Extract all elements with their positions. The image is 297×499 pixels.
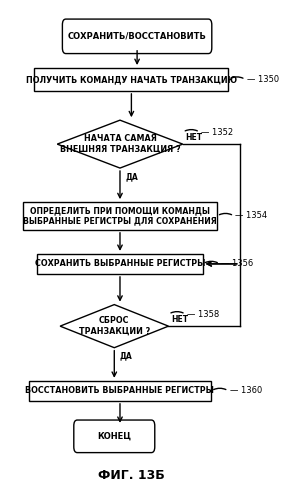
Text: — 1356: — 1356	[221, 259, 253, 268]
Bar	[37, 254, 203, 274]
Polygon shape	[60, 304, 168, 348]
FancyBboxPatch shape	[74, 420, 155, 453]
Polygon shape	[57, 120, 183, 168]
Bar	[23, 202, 217, 230]
Text: ФИГ. 13Б: ФИГ. 13Б	[98, 469, 165, 482]
Text: НЕТ: НЕТ	[171, 315, 188, 324]
Text: ВОССТАНОВИТЬ ВЫБРАННЫЕ РЕГИСТРЫ: ВОССТАНОВИТЬ ВЫБРАННЫЕ РЕГИСТРЫ	[26, 386, 214, 395]
Text: — 1354: — 1354	[236, 212, 268, 221]
Text: СОХРАНИТЬ ВЫБРАННЫЕ РЕГИСТРЫ: СОХРАНИТЬ ВЫБРАННЫЕ РЕГИСТРЫ	[35, 259, 205, 268]
Text: НАЧАТА САМАЯ
ВНЕШНЯЯ ТРАНЗАКЦИЯ ?: НАЧАТА САМАЯ ВНЕШНЯЯ ТРАНЗАКЦИЯ ?	[60, 134, 180, 154]
Text: ДА: ДА	[119, 351, 132, 361]
Text: ОПРЕДЕЛИТЬ ПРИ ПОМОЩИ КОМАНДЫ
ВЫБРАННЫЕ РЕГИСТРЫ ДЛЯ СОХРАНЕНИЯ: ОПРЕДЕЛИТЬ ПРИ ПОМОЩИ КОМАНДЫ ВЫБРАННЫЕ …	[23, 206, 217, 226]
Bar	[34, 68, 228, 91]
Text: — 1352: — 1352	[201, 128, 233, 137]
Text: — 1350: — 1350	[247, 75, 279, 84]
Text: — 1358: — 1358	[187, 310, 219, 319]
Text: НЕТ: НЕТ	[186, 133, 203, 142]
Text: ДА: ДА	[125, 172, 138, 181]
Text: ПОЛУЧИТЬ КОМАНДУ НАЧАТЬ ТРАНЗАКЦИЮ: ПОЛУЧИТЬ КОМАНДУ НАЧАТЬ ТРАНЗАКЦИЮ	[26, 75, 237, 84]
FancyBboxPatch shape	[62, 19, 212, 53]
Text: — 1360: — 1360	[230, 386, 262, 395]
Text: СОХРАНИТЬ/ВОССТАНОВИТЬ: СОХРАНИТЬ/ВОССТАНОВИТЬ	[68, 32, 206, 41]
Text: СБРОС
ТРАНЗАКЦИИ ?: СБРОС ТРАНЗАКЦИИ ?	[79, 316, 150, 336]
Text: КОНЕЦ: КОНЕЦ	[97, 432, 131, 441]
Bar	[29, 381, 211, 401]
